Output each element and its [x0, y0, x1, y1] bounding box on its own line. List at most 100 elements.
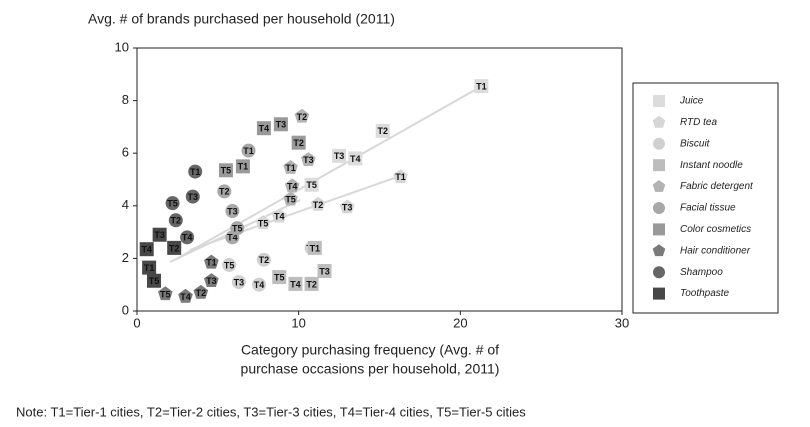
- point: [167, 240, 182, 255]
- point-label: T3: [319, 266, 330, 276]
- point: [474, 79, 489, 94]
- point: [256, 252, 271, 267]
- x-tick-label: 0: [133, 315, 140, 330]
- point: [188, 164, 203, 179]
- point-label: T1: [243, 146, 254, 156]
- y-tick-label: 8: [122, 92, 129, 107]
- legend-label: Toothpaste: [680, 288, 730, 299]
- point-label: T5: [160, 289, 171, 299]
- point-label: T1: [144, 263, 155, 273]
- point-label: T5: [258, 218, 269, 228]
- point-label: T4: [259, 124, 270, 134]
- legend-label: Juice: [679, 96, 704, 107]
- legend-label: Biscuit: [680, 138, 711, 149]
- point: [230, 221, 245, 236]
- legend-label: Hair conditioner: [680, 245, 751, 256]
- legend-marker: [652, 244, 666, 257]
- point-label: T4: [274, 212, 285, 222]
- point: [218, 163, 233, 178]
- point: [185, 189, 200, 204]
- legend-marker: [652, 180, 666, 192]
- point-label: T4: [350, 154, 361, 164]
- legend-marker: [653, 223, 665, 236]
- point: [332, 148, 347, 163]
- plot-frame: [136, 47, 623, 312]
- point: [375, 123, 390, 138]
- point: [252, 277, 267, 292]
- point: [348, 151, 363, 166]
- legend-marker: [653, 137, 665, 150]
- legend-box: [632, 82, 779, 314]
- point-label: T3: [154, 230, 165, 240]
- point-label: T3: [303, 155, 314, 165]
- point: [273, 117, 288, 132]
- point: [152, 227, 167, 242]
- y-tick-label: 4: [122, 197, 129, 212]
- point-label: T2: [219, 187, 230, 197]
- point-label: T4: [141, 245, 152, 255]
- point-label: T1: [476, 82, 487, 92]
- point-label: T4: [182, 233, 193, 243]
- point: [180, 230, 195, 245]
- point-label: T5: [232, 224, 243, 234]
- point: [168, 213, 183, 228]
- chart-title: Avg. # of brands purchased per household…: [88, 11, 395, 27]
- point-label: T1: [206, 258, 217, 268]
- point-label: T5: [167, 199, 178, 209]
- point-label: T1: [190, 167, 201, 177]
- point-label: T2: [293, 138, 304, 148]
- point-label: T1: [310, 243, 321, 253]
- point: [339, 199, 355, 214]
- point: [217, 184, 232, 199]
- point: [288, 276, 303, 291]
- point: [222, 257, 237, 272]
- y-tick-label: 2: [122, 250, 129, 265]
- point: [225, 204, 240, 219]
- legend-label: Instant noodle: [680, 160, 743, 171]
- legend-label: Color cosmetics: [680, 224, 751, 235]
- y-tick-label: 6: [122, 145, 129, 160]
- x-axis-title: purchase occasions per household, 2011): [241, 361, 500, 377]
- point: [193, 284, 209, 299]
- point: [178, 288, 193, 303]
- point: [235, 159, 250, 174]
- y-tick-label: 10: [115, 39, 129, 54]
- legend-label: Facial tissue: [680, 203, 736, 214]
- point-label: T2: [259, 255, 270, 265]
- point-label: T4: [254, 280, 265, 290]
- legend-label: Shampoo: [680, 267, 723, 278]
- trend-lines: [169, 85, 483, 263]
- point-label: T1: [285, 163, 296, 173]
- point: [271, 208, 287, 223]
- point: [255, 215, 271, 230]
- point-label: T2: [306, 279, 317, 289]
- x-tick-label: 20: [453, 315, 467, 330]
- point: [241, 143, 256, 158]
- point: [204, 254, 219, 269]
- trend-line: [177, 85, 483, 259]
- legend-marker: [653, 159, 665, 172]
- point: [304, 177, 319, 192]
- point: [393, 169, 408, 184]
- point-label: T5: [221, 166, 232, 176]
- point-label: T2: [196, 288, 207, 298]
- point: [291, 135, 306, 150]
- point-label: T1: [395, 172, 406, 182]
- point-label: T3: [188, 192, 199, 202]
- x-tick-label: 10: [291, 315, 305, 330]
- point: [256, 121, 271, 136]
- point-label: T2: [171, 216, 182, 226]
- legend-marker: [653, 266, 665, 279]
- point-label: T5: [274, 272, 285, 282]
- point-label: T5: [224, 260, 235, 270]
- point: [165, 196, 180, 211]
- point-label: T3: [227, 206, 238, 216]
- point-label: T3: [206, 276, 217, 286]
- point-label: T5: [285, 195, 296, 205]
- point: [301, 152, 316, 166]
- point: [272, 270, 287, 285]
- legend-marker: [653, 202, 665, 214]
- point-label: T3: [234, 277, 245, 287]
- point-label: T3: [334, 151, 345, 161]
